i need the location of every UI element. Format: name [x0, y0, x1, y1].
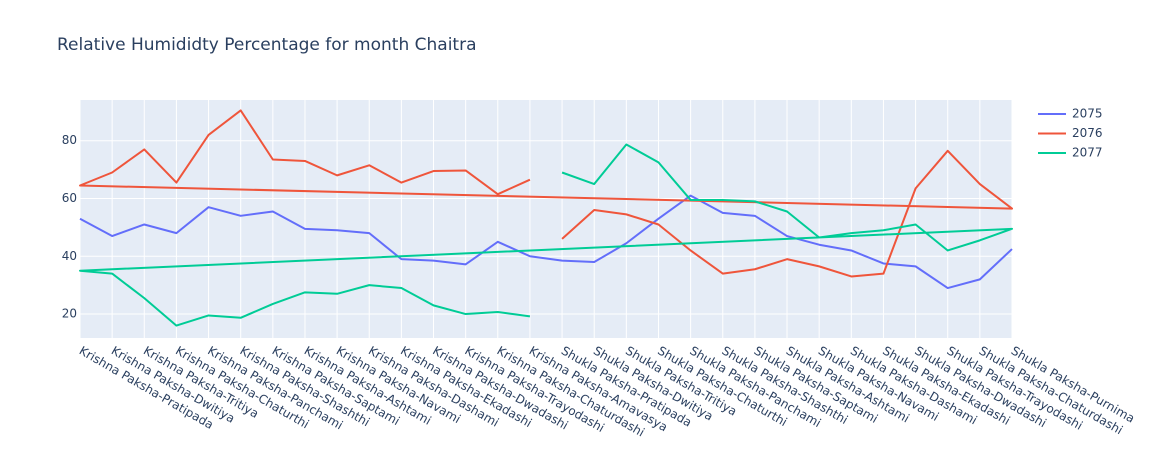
- y-tick-label: 80: [62, 133, 77, 147]
- y-tick-label: 60: [62, 191, 77, 205]
- plot-background: [80, 100, 1012, 338]
- y-tick-label: 40: [62, 249, 77, 263]
- series-line: [79, 143, 1013, 327]
- y-tick-label: 20: [62, 307, 77, 321]
- chart-title: Relative Humididty Percentage for month …: [57, 35, 477, 55]
- series-line: [79, 194, 1013, 290]
- legend-label: 2077: [1072, 146, 1103, 160]
- series-line: [79, 109, 1013, 278]
- legend-label: 2075: [1072, 107, 1103, 121]
- legend-label: 2076: [1072, 126, 1103, 140]
